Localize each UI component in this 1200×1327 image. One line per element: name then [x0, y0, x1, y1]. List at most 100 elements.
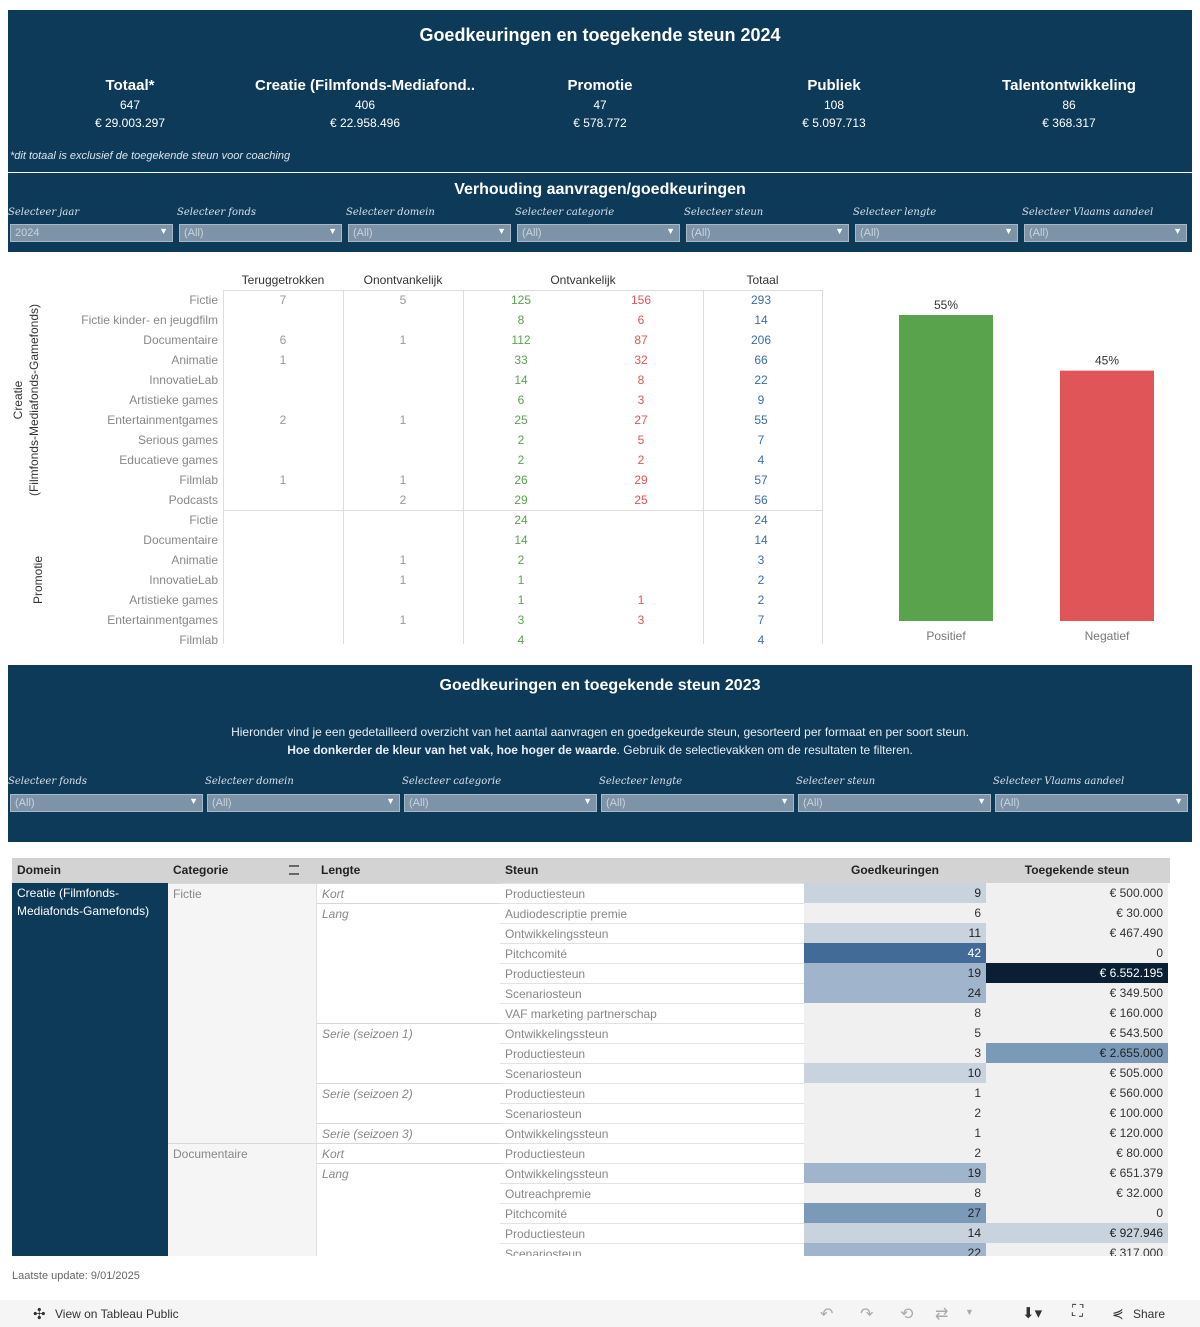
toegekende-steun-cell: € 505.000 [986, 1063, 1168, 1083]
filter-select[interactable]: (All) ▼ [686, 224, 849, 242]
row-label: Filmlab [179, 473, 218, 487]
row-label: InnovatieLab [149, 373, 218, 387]
cell-value: 2 [637, 453, 645, 467]
redo-icon[interactable]: ↷ [860, 1306, 874, 1323]
row-label: Animatie [171, 553, 218, 567]
cell-value: 33 [514, 353, 528, 367]
table-row[interactable]: Productiesteun 2 € 80.000 [0, 1143, 1200, 1163]
kpi-amount: € 368.317 [1042, 116, 1096, 130]
group-label-text: Creatie (Filmfonds-Mediafonds-Gamefonds) [11, 303, 41, 497]
table-row[interactable]: Ontwikkelingssteun 1 € 120.000 [0, 1123, 1200, 1143]
row-label: Podcasts [168, 493, 218, 507]
filter-value: (All) [606, 797, 626, 809]
toegekende-steun-cell: € 543.500 [986, 1023, 1168, 1043]
row-label: Entertainmentgames [107, 613, 218, 627]
tableau-logo-icon: ✣ [33, 1306, 46, 1323]
kpi-2: Promotie 47 € 578.772 [480, 76, 720, 132]
filter-select[interactable]: (All) ▼ [10, 794, 203, 812]
filter-label: Selecteer fonds [177, 207, 256, 218]
table-row[interactable]: Productiesteun 1 € 560.000 [0, 1083, 1200, 1103]
grid-line [343, 290, 344, 644]
filter-select[interactable]: (All) ▼ [517, 224, 680, 242]
table-row[interactable]: Scenariosteun 10 € 505.000 [0, 1063, 1200, 1083]
table-row[interactable]: Ontwikkelingssteun 19 € 651.379 [0, 1163, 1200, 1183]
ratio-crosstab: Teruggetrokken Onontvankelijk Ontvankelijk… [0, 270, 840, 644]
cell-value: 125 [510, 293, 532, 307]
view-on-tableau-link[interactable]: View on Tableau Public [55, 1307, 179, 1321]
filter-select[interactable]: (All) ▼ [601, 794, 794, 812]
filter-select[interactable]: 2024 ▼ [10, 224, 173, 242]
steun-cell: Productiesteun [500, 1083, 804, 1103]
row-label: Documentaire [143, 533, 218, 547]
column-header: Domein [17, 863, 62, 877]
filter-value: (All) [860, 227, 880, 239]
filter-select[interactable]: (All) ▼ [1024, 224, 1187, 242]
goedkeuringen-cell: 8 [804, 1003, 986, 1023]
table-row[interactable]: Ontwikkelingssteun 5 € 543.500 [0, 1023, 1200, 1043]
tableau-toolbar: ✣ View on Tableau Public ↶ ↷ ⟲ ⇄ ▼ ⬇▾ ⛶ … [0, 1300, 1200, 1327]
toegekende-steun-cell: 0 [986, 943, 1168, 963]
filter-select[interactable]: (All) ▼ [855, 224, 1018, 242]
table-row[interactable]: Outreachpremie 8 € 32.000 [0, 1183, 1200, 1203]
toegekende-steun-cell: € 80.000 [986, 1143, 1168, 1163]
bar-negatief[interactable] [1060, 370, 1154, 621]
table-row[interactable]: Ontwikkelingssteun 11 € 467.490 [0, 923, 1200, 943]
table-row[interactable]: Scenariosteun 22 € 317.000 [0, 1243, 1200, 1256]
cell-value: 3 [637, 613, 645, 627]
goedkeuringen-cell: 9 [804, 883, 986, 903]
steun-cell: Ontwikkelingssteun [500, 1163, 804, 1183]
chevron-down-icon: ▼ [497, 226, 506, 236]
column-header: Lengte [321, 863, 361, 877]
share-button[interactable]: Share [1133, 1307, 1166, 1321]
goedkeuringen-cell: 2 [804, 1143, 986, 1163]
column-header: Goedkeuringen [850, 863, 939, 877]
fullscreen-icon[interactable]: ⛶ [1072, 1303, 1084, 1320]
download-icon[interactable]: ⬇▾ [1022, 1305, 1043, 1322]
goedkeuringen-cell: 3 [804, 1043, 986, 1063]
table-row[interactable]: Productiesteun 9 € 500.000 [0, 883, 1200, 903]
cell-value: 1 [517, 573, 525, 587]
table-row[interactable]: Scenariosteun 2 € 100.000 [0, 1103, 1200, 1123]
steun-cell: VAF marketing partnerschap [500, 1003, 804, 1023]
steun-cell: Scenariosteun [500, 1063, 804, 1083]
share-icon[interactable]: ⋞ [1112, 1305, 1124, 1321]
table-row[interactable]: VAF marketing partnerschap 8 € 160.000 [0, 1003, 1200, 1023]
filter-select[interactable]: (All) ▼ [348, 224, 511, 242]
filter-value: (All) [409, 797, 429, 809]
cell-value: 87 [634, 333, 648, 347]
kpi-amount: € 22.958.496 [329, 116, 401, 130]
goedkeuringen-cell: 19 [804, 1163, 986, 1183]
steun-cell: Pitchcomité [500, 943, 804, 963]
table-row[interactable]: Pitchcomité 27 0 [0, 1203, 1200, 1223]
sort-icon[interactable] [289, 865, 299, 875]
table-row[interactable]: Pitchcomité 42 0 [0, 943, 1200, 963]
filter-select[interactable]: (All) ▼ [798, 794, 991, 812]
cell-value: 1 [399, 573, 407, 587]
filter-select[interactable]: (All) ▼ [404, 794, 597, 812]
cell-value: 2 [279, 413, 287, 427]
filter-select[interactable]: (All) ▼ [179, 224, 342, 242]
steun-cell: Productiesteun [500, 963, 804, 983]
revert-icon[interactable]: ⟲ [900, 1306, 914, 1323]
cell-value: 56 [754, 493, 768, 507]
filter-select[interactable]: (All) ▼ [207, 794, 400, 812]
table-row[interactable]: Productiesteun 14 € 927.946 [0, 1223, 1200, 1243]
goedkeuringen-cell: 2 [804, 1103, 986, 1123]
filter-value: 2024 [15, 227, 40, 239]
chevron-down-icon[interactable]: ▼ [965, 1307, 974, 1317]
table-row[interactable]: Productiesteun 19 € 6.552.195 [0, 963, 1200, 983]
lengte-cell: Kort [316, 1143, 500, 1163]
toegekende-steun-cell: € 317.000 [986, 1243, 1168, 1256]
table-row[interactable]: Scenariosteun 24 € 349.500 [0, 983, 1200, 1003]
filter-select[interactable]: (All) ▼ [995, 794, 1188, 812]
filter-value: (All) [212, 797, 232, 809]
table-row[interactable]: Audiodescriptie premie 6 € 30.000 [0, 903, 1200, 923]
cell-value: 66 [754, 353, 768, 367]
bar-positief[interactable] [899, 315, 993, 621]
refresh-icon[interactable]: ⇄ [935, 1306, 949, 1323]
goedkeuringen-cell: 19 [804, 963, 986, 983]
chevron-down-icon: ▼ [386, 796, 395, 806]
steun-cell: Ontwikkelingssteun [500, 923, 804, 943]
table-row[interactable]: Productiesteun 3 € 2.655.000 [0, 1043, 1200, 1063]
undo-icon[interactable]: ↶ [820, 1306, 834, 1323]
